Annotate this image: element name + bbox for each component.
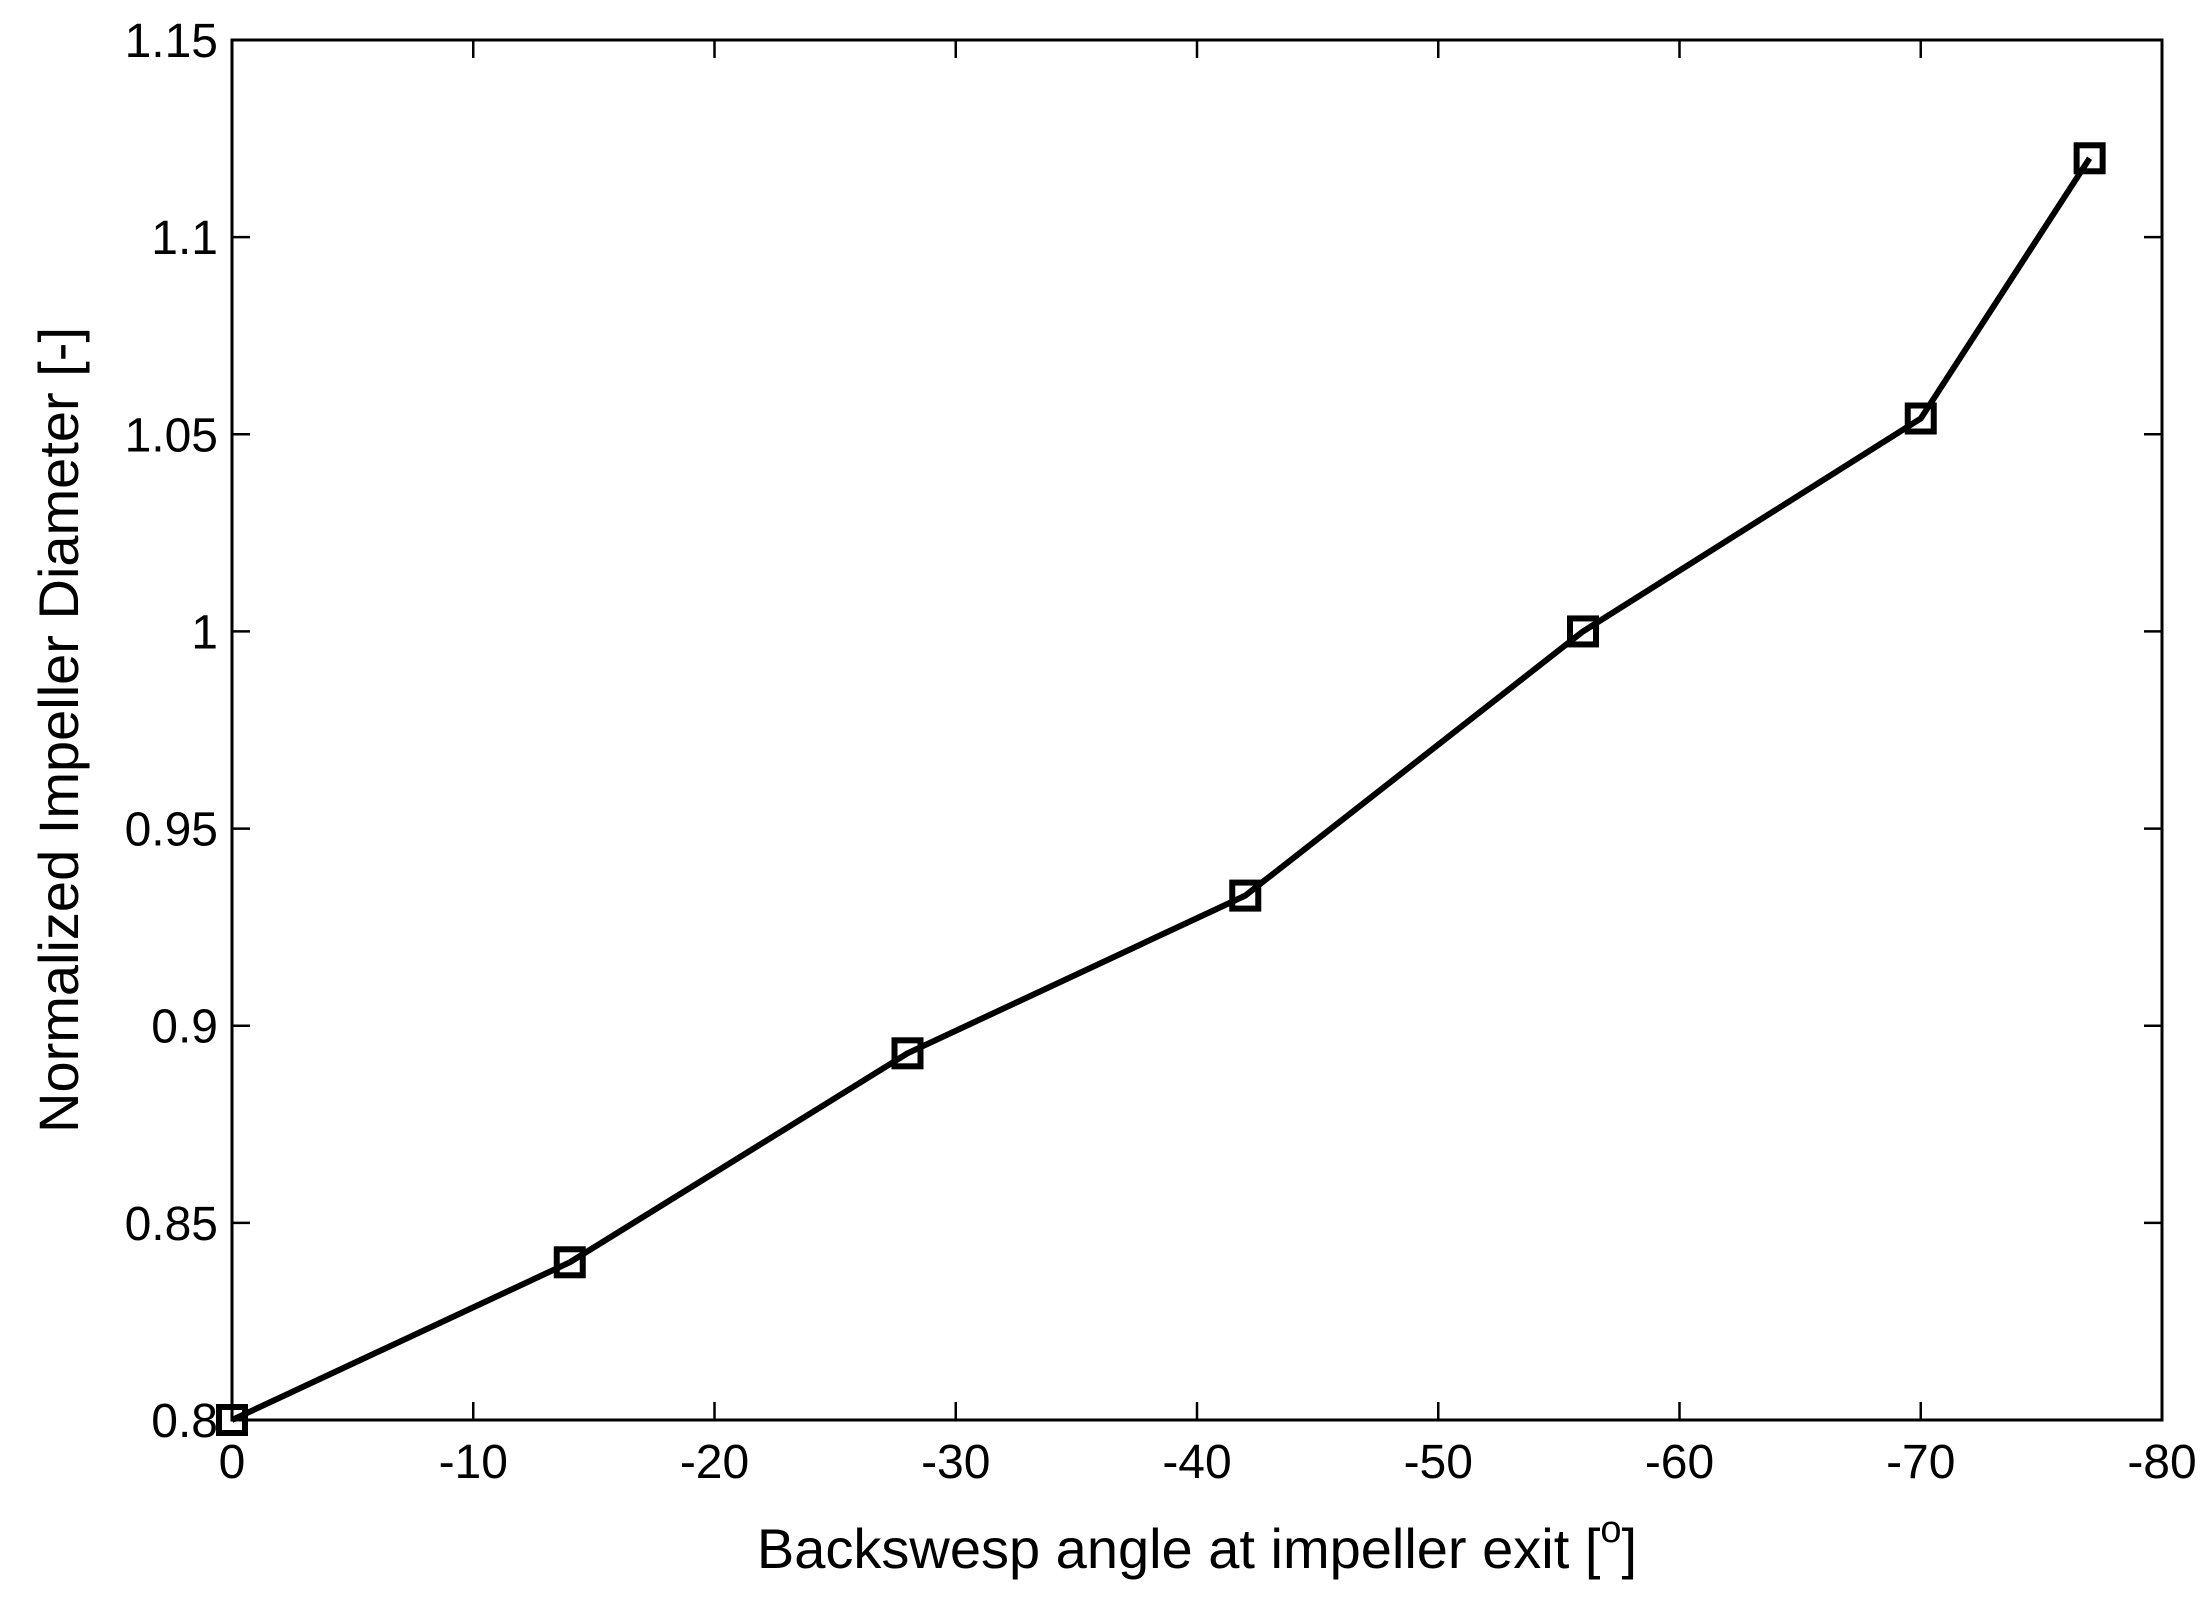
data-point (216, 1404, 248, 1436)
x-axis-title-suffix: ] (1622, 1517, 1638, 1580)
y-axis-title: Normalized Impeller Diameter [-] (27, 327, 90, 1133)
data-point (1567, 615, 1599, 648)
data-point (891, 1037, 924, 1070)
x-tick-label: -60 (1645, 1436, 1714, 1489)
plot-area (230, 38, 2164, 1422)
x-tick-label: -20 (680, 1436, 749, 1489)
x-axis-title-prefix: Backswesp angle at impeller exit [ (757, 1517, 1601, 1580)
data-point (1904, 402, 1937, 435)
data-point (553, 1246, 586, 1279)
y-tick-label: 0.85 (125, 1198, 218, 1251)
x-tick-label: -70 (1886, 1436, 1955, 1489)
series-line (230, 156, 2093, 1423)
x-tick-label: -80 (2127, 1436, 2196, 1489)
x-tick-label: -10 (439, 1436, 508, 1489)
series (216, 142, 2106, 1436)
x-tick-label: -50 (1404, 1436, 1473, 1489)
y-tick-label: 0.95 (125, 804, 218, 857)
y-axis: 0.8 0.85 0.9 0.95 1 1.05 1.1 1.15 (125, 15, 2162, 1448)
x-axis: 0 -10 -20 -30 -40 -50 -60 -70 -80 (219, 40, 2197, 1489)
y-tick-label: 0.8 (151, 1395, 218, 1448)
y-tick-label: 1.05 (125, 409, 218, 462)
y-tick-label: 0.9 (151, 1001, 218, 1054)
x-axis-title: Backswesp angle at impeller exit [o] (757, 1509, 1637, 1580)
data-point (2073, 142, 2106, 175)
y-tick-label: 1 (191, 606, 218, 659)
x-tick-label: 0 (219, 1436, 246, 1489)
x-axis-title-superscript: o (1600, 1509, 1621, 1551)
y-tick-label: 1.1 (151, 212, 218, 265)
x-tick-label: -40 (1162, 1436, 1231, 1489)
data-point (1229, 879, 1262, 912)
axes-box (230, 38, 2164, 1422)
y-tick-label: 1.15 (125, 15, 218, 68)
x-tick-label: -30 (921, 1436, 990, 1489)
